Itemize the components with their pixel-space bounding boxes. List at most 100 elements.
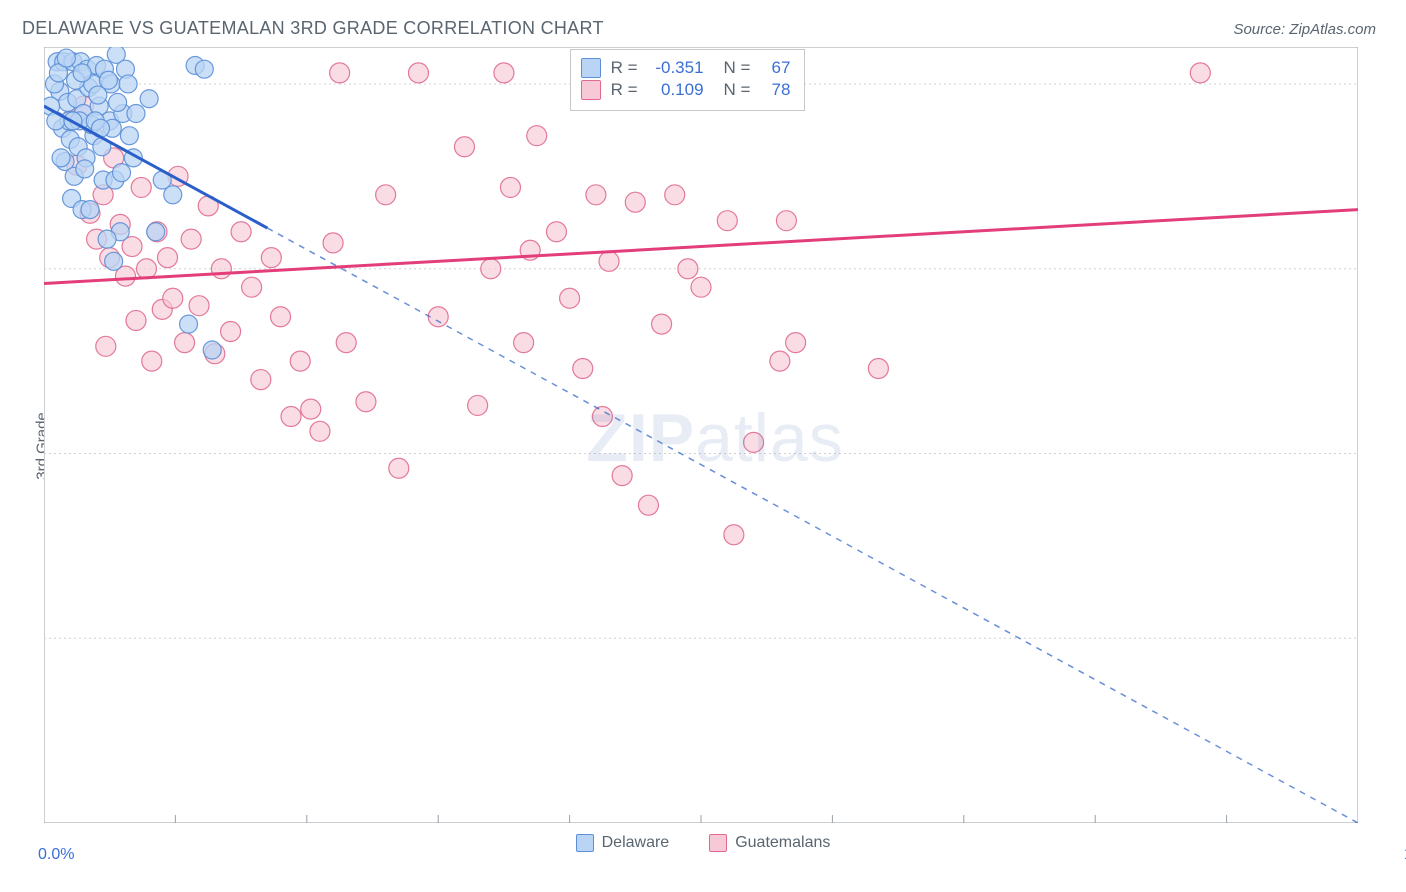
data-point — [113, 164, 131, 182]
data-point — [1190, 63, 1210, 83]
data-point — [140, 90, 158, 108]
data-point — [527, 126, 547, 146]
data-point — [776, 211, 796, 231]
r-value: 0.109 — [648, 80, 704, 100]
data-point — [560, 288, 580, 308]
data-point — [52, 149, 70, 167]
data-point — [468, 395, 488, 415]
legend-swatch — [709, 834, 727, 852]
data-point — [546, 222, 566, 242]
data-point — [96, 336, 116, 356]
data-point — [336, 333, 356, 353]
plot-area: ZIPatlas R = -0.351 N = 67 R = 0.109 N =… — [44, 47, 1386, 828]
data-point — [181, 229, 201, 249]
data-point — [717, 211, 737, 231]
r-label: R = — [611, 58, 638, 78]
data-point — [251, 370, 271, 390]
source-label: Source: ZipAtlas.com — [1233, 21, 1376, 38]
data-point — [330, 63, 350, 83]
data-point — [126, 310, 146, 330]
data-point — [678, 259, 698, 279]
data-point — [592, 407, 612, 427]
data-point — [261, 248, 281, 268]
data-point — [625, 192, 645, 212]
data-point — [573, 358, 593, 378]
data-point — [514, 333, 534, 353]
data-point — [271, 307, 291, 327]
data-point — [119, 75, 137, 93]
data-point — [408, 63, 428, 83]
data-point — [109, 93, 127, 111]
data-point — [638, 495, 658, 515]
stats-row: R = -0.351 N = 67 — [581, 58, 791, 78]
data-point — [131, 177, 151, 197]
data-point — [376, 185, 396, 205]
data-point — [142, 351, 162, 371]
data-point — [454, 137, 474, 157]
legend-label: Guatemalans — [735, 834, 830, 852]
data-point — [691, 277, 711, 297]
data-point — [868, 358, 888, 378]
legend-item: Guatemalans — [709, 834, 830, 852]
data-point — [724, 525, 744, 545]
data-point — [221, 322, 241, 342]
data-point — [586, 185, 606, 205]
data-point — [744, 432, 764, 452]
data-point — [105, 252, 123, 270]
data-point — [612, 466, 632, 486]
data-point — [242, 277, 262, 297]
data-point — [127, 105, 145, 123]
data-point — [211, 259, 231, 279]
legend-label: Delaware — [602, 834, 670, 852]
data-point — [301, 399, 321, 419]
data-point — [147, 223, 165, 241]
data-point — [356, 392, 376, 412]
data-point — [323, 233, 343, 253]
stats-row: R = 0.109 N = 78 — [581, 80, 791, 100]
data-point — [770, 351, 790, 371]
data-point — [73, 64, 91, 82]
data-point — [481, 259, 501, 279]
scatter-chart — [44, 47, 1358, 823]
data-point — [665, 185, 685, 205]
data-point — [99, 71, 117, 89]
data-point — [281, 407, 301, 427]
data-point — [76, 160, 94, 178]
legend-item: Delaware — [576, 834, 670, 852]
data-point — [428, 307, 448, 327]
data-point — [163, 288, 183, 308]
data-point — [189, 296, 209, 316]
data-point — [231, 222, 251, 242]
data-point — [652, 314, 672, 334]
legend-swatch — [581, 58, 601, 78]
data-point — [120, 127, 138, 145]
chart-title: DELAWARE VS GUATEMALAN 3RD GRADE CORRELA… — [22, 18, 604, 39]
data-point — [164, 186, 182, 204]
data-point — [494, 63, 514, 83]
r-value: -0.351 — [648, 58, 704, 78]
n-label: N = — [724, 80, 751, 100]
n-value: 78 — [760, 80, 790, 100]
data-point — [57, 49, 75, 67]
data-point — [290, 351, 310, 371]
data-point — [500, 177, 520, 197]
data-point — [203, 341, 221, 359]
legend-swatch — [576, 834, 594, 852]
stats-legend: R = -0.351 N = 67 R = 0.109 N = 78 — [570, 49, 806, 111]
n-label: N = — [724, 58, 751, 78]
data-point — [310, 421, 330, 441]
data-point — [389, 458, 409, 478]
data-point — [158, 248, 178, 268]
data-point — [599, 251, 619, 271]
data-point — [98, 230, 116, 248]
data-point — [81, 201, 99, 219]
data-point — [195, 60, 213, 78]
x-tick-label: 0.0% — [38, 846, 74, 864]
data-point — [136, 259, 156, 279]
data-point — [175, 333, 195, 353]
r-label: R = — [611, 80, 638, 100]
n-value: 67 — [760, 58, 790, 78]
series-legend: Delaware Guatemalans — [0, 828, 1406, 852]
data-point — [786, 333, 806, 353]
data-point — [180, 315, 198, 333]
